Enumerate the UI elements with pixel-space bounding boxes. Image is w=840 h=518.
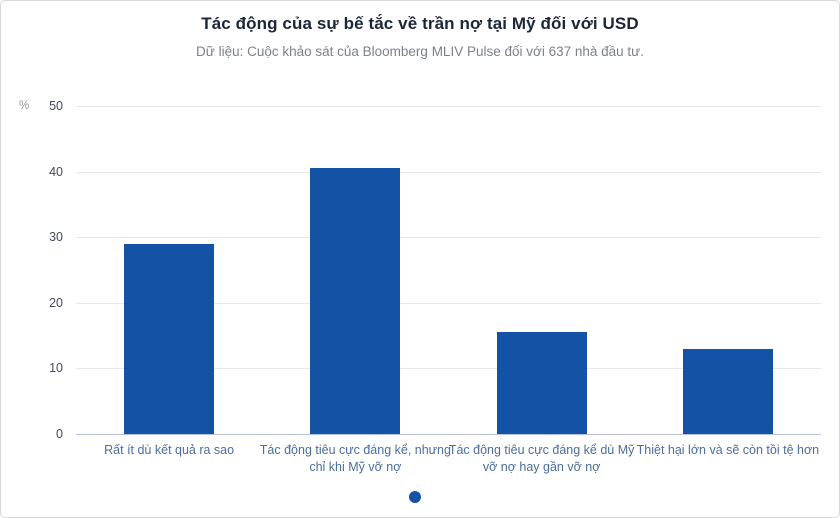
bar-4[interactable] <box>682 348 773 434</box>
gridline-y-20 <box>76 302 821 304</box>
gridline-y-30 <box>76 237 821 239</box>
y-axis-unit-label: % <box>19 100 30 112</box>
y-tick-label-20: 20 <box>49 295 63 310</box>
x-axis-label-2: Tác động tiêu cực đáng kể, nhưng chỉ khi… <box>259 443 451 475</box>
chart-subtitle: Dữ liệu: Cuộc khảo sát của Bloomberg MLI… <box>196 44 644 59</box>
chart-title: Tác động của sự bế tắc về trần nợ tại Mỹ… <box>201 14 639 33</box>
bar-3[interactable] <box>496 332 587 434</box>
gridline-y-50 <box>76 106 821 107</box>
x-axis-label-4: Thiệt hại lớn và sẽ còn tồi tệ hơn <box>636 443 820 457</box>
x-axis-label-1: Rất ít dù kết quả ra sao <box>104 443 235 457</box>
bar-2[interactable] <box>310 168 401 434</box>
y-tick-label-0: 0 <box>56 427 63 441</box>
y-tick-label-30: 30 <box>49 230 63 245</box>
y-tick-label-40: 40 <box>49 164 63 179</box>
y-tick-label-10: 10 <box>49 361 63 376</box>
x-axis-label-3: Tác động tiêu cực đáng kể dù Mỹ vỡ nợ ha… <box>448 443 635 475</box>
gridline-y-40 <box>76 171 821 173</box>
bar-1[interactable] <box>124 243 215 434</box>
gridline-y-10 <box>76 368 821 370</box>
y-tick-label-50: 50 <box>49 99 63 113</box>
legend-dot[interactable] <box>409 491 421 503</box>
gridline-y-0 <box>76 434 821 435</box>
